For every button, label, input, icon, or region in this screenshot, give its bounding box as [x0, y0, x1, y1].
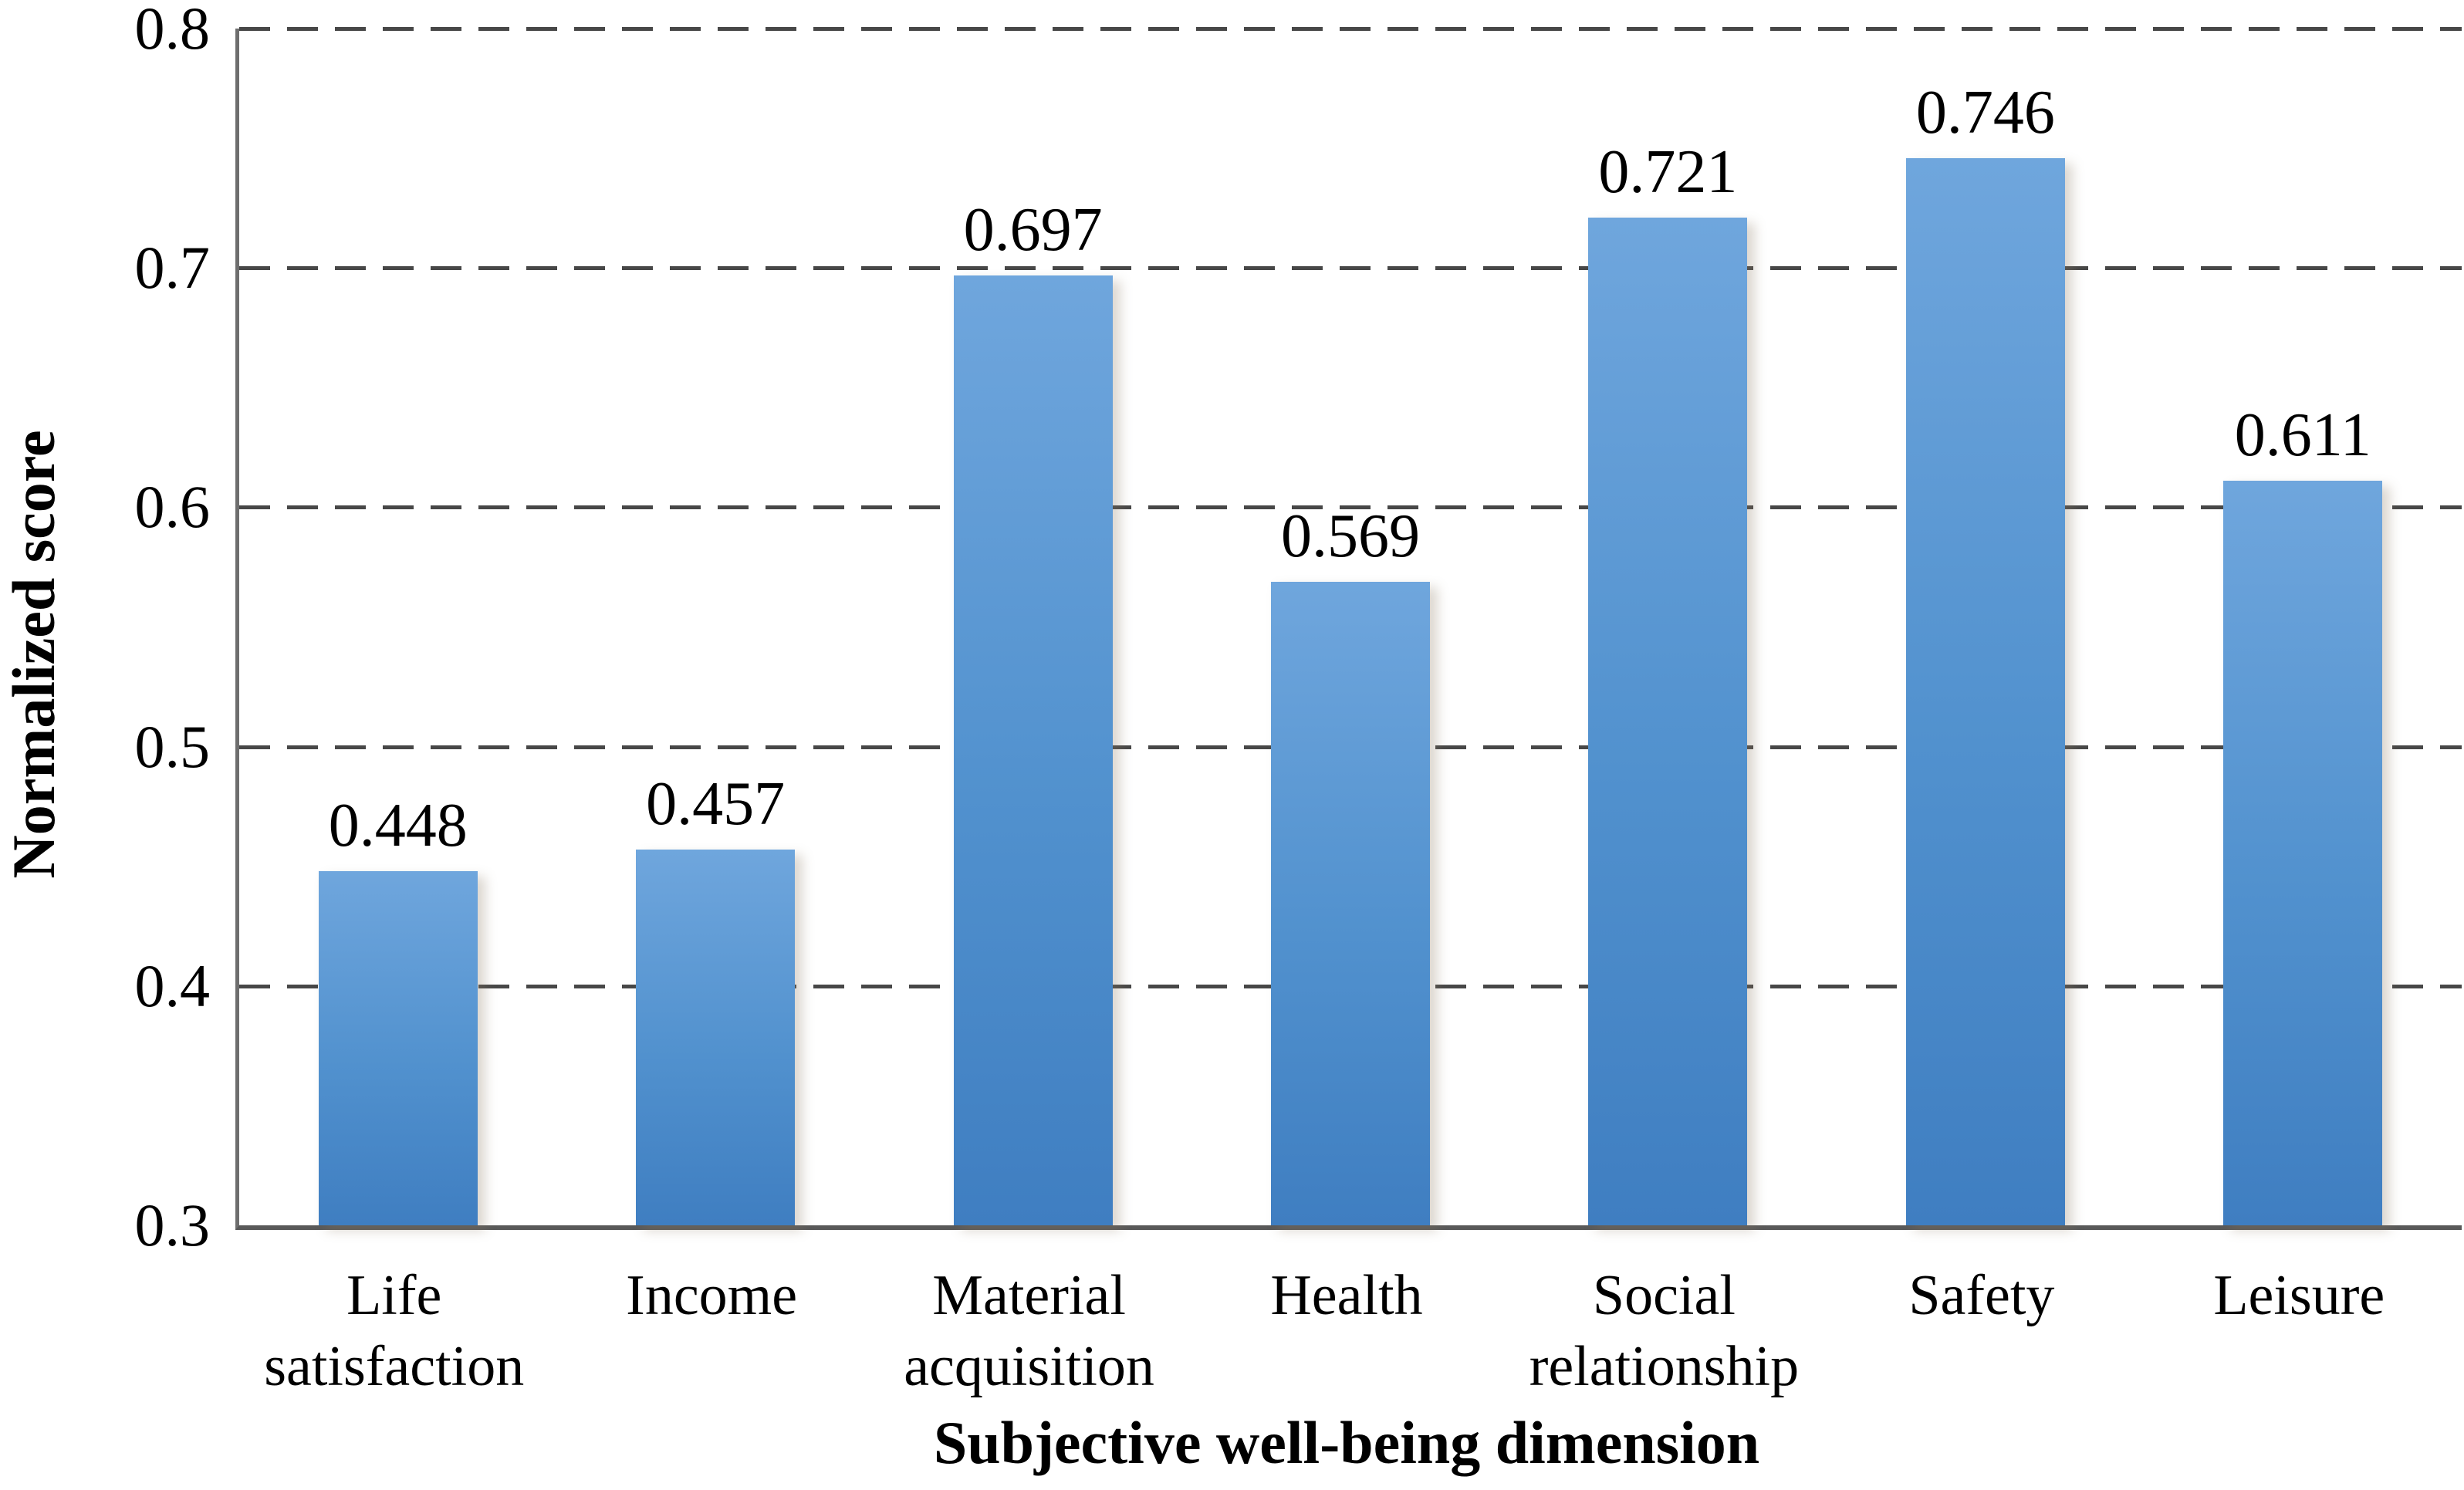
x-tick-label: Safety [1908, 1264, 2055, 1327]
bar [2223, 481, 2383, 1225]
gridline-0.7 [239, 266, 2462, 271]
x-tick-label: Health [1270, 1264, 1423, 1327]
y-tick-label: 0.3 [134, 1191, 211, 1259]
plot-area: 0.448 0.457 0.697 0.569 0.721 0.746 0.611 [235, 27, 2462, 1230]
y-tick-label: 0.6 [134, 473, 211, 541]
x-tick-label: Life satisfaction [264, 1264, 525, 1398]
x-tick-label: Material acquisition [904, 1264, 1154, 1398]
bar-value-label: 0.746 [1915, 79, 2055, 147]
bar-value-label: 0.457 [646, 770, 786, 838]
bar [953, 275, 1113, 1225]
y-tick-label: 0.5 [134, 712, 211, 780]
bar-value-label: 0.697 [963, 196, 1103, 264]
x-tick-label: Income [626, 1264, 798, 1327]
y-tick-label: 0.8 [134, 0, 211, 62]
gridline-0.6 [239, 505, 2462, 510]
bar [1905, 158, 2065, 1225]
bar [1271, 582, 1430, 1225]
x-tick-label: Leisure [2213, 1264, 2385, 1327]
bar-value-label: 0.611 [2234, 401, 2371, 469]
bar-value-label: 0.569 [1281, 502, 1420, 570]
bar-value-label: 0.721 [1598, 138, 1738, 206]
x-axis-title: Subjective well-being dimension [933, 1409, 1760, 1476]
bar [318, 871, 478, 1225]
x-tick-label: Social relationship [1529, 1264, 1800, 1398]
y-tick-label: 0.4 [134, 951, 211, 1019]
gridline-0.8 [239, 27, 2462, 31]
bar [636, 850, 796, 1225]
bar-value-label: 0.448 [328, 792, 468, 860]
y-tick-label: 0.7 [134, 234, 211, 302]
bar [1588, 218, 1748, 1225]
